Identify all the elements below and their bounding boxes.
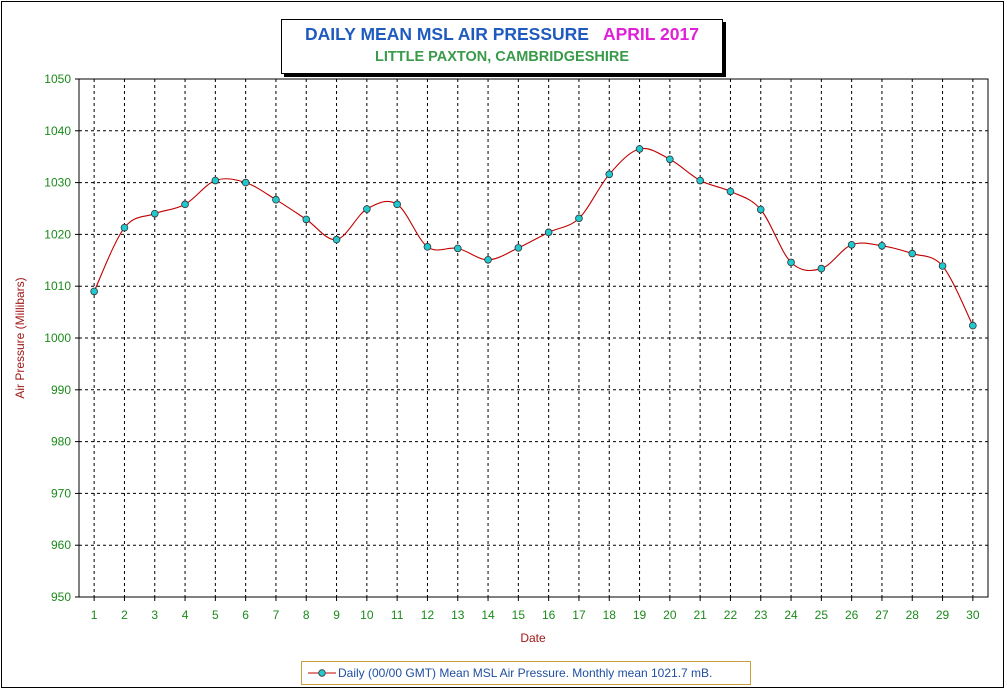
data-point xyxy=(211,176,220,185)
x-tick-label: 8 xyxy=(303,608,310,622)
data-point xyxy=(181,200,189,209)
data-point xyxy=(241,178,250,187)
grid-lines xyxy=(79,79,988,597)
chart-title: DAILY MEAN MSL AIR PRESSURE xyxy=(305,24,589,44)
x-tick-label: 23 xyxy=(754,608,768,622)
chart-subtitle: LITTLE PAXTON, CAMBRIDGESHIRE xyxy=(374,49,630,65)
x-tick-label: 22 xyxy=(724,608,738,622)
series-line xyxy=(93,147,974,326)
y-tick-label: 950 xyxy=(51,590,71,604)
y-tick-label: 1020 xyxy=(44,227,71,241)
y-tick-label: 1050 xyxy=(44,72,71,86)
data-point xyxy=(666,155,674,164)
y-tick-label: 960 xyxy=(51,538,71,552)
x-tick-label: 5 xyxy=(212,608,219,622)
legend-symbol-icon xyxy=(308,669,336,677)
chart-title-line: DAILY MEAN MSL AIR PRESSURE APRIL 2017 xyxy=(282,24,722,45)
data-point xyxy=(575,214,583,223)
y-tick-label: 1030 xyxy=(44,176,71,190)
x-tick-label: 12 xyxy=(421,608,435,622)
y-tick-label: 1040 xyxy=(44,124,71,138)
x-tick-label: 2 xyxy=(121,608,128,622)
data-point xyxy=(878,241,886,250)
data-point xyxy=(817,264,826,273)
x-tick-label: 18 xyxy=(603,608,617,622)
x-axis-label: Date xyxy=(520,631,546,645)
x-tick-label: 14 xyxy=(481,608,495,622)
data-point xyxy=(787,258,795,267)
data-point xyxy=(90,287,98,296)
data-point xyxy=(302,215,311,224)
y-tick-label: 1010 xyxy=(44,279,71,293)
x-tick-label: 30 xyxy=(966,608,980,622)
chart-title-period: APRIL 2017 xyxy=(602,24,699,44)
x-tick-label: 20 xyxy=(663,608,677,622)
data-point xyxy=(908,249,917,258)
data-point xyxy=(423,243,432,251)
x-tick-label: 11 xyxy=(391,608,404,622)
y-axis-label: Air Pressure (Millibars) xyxy=(13,277,27,398)
x-tick-label: 28 xyxy=(906,608,920,622)
chart-title-box: DAILY MEAN MSL AIR PRESSURE APRIL 2017 LI… xyxy=(281,19,723,74)
data-point xyxy=(332,235,341,244)
x-tick-label: 3 xyxy=(151,608,158,622)
x-tick-label: 27 xyxy=(875,608,889,622)
x-tick-label: 24 xyxy=(784,608,798,622)
x-tick-label: 26 xyxy=(845,608,859,622)
data-point xyxy=(756,205,765,214)
x-tick-label: 21 xyxy=(693,608,707,622)
data-point xyxy=(726,187,735,196)
data-point xyxy=(453,244,462,253)
x-tick-labels: 1 2 3 4 5 6 7 8 9 10 11 12 13 14 15 16 17 18 19 20 21 22 23 24 2… xyxy=(91,597,980,622)
data-point xyxy=(484,255,492,264)
data-point xyxy=(938,262,947,270)
data-point xyxy=(120,223,129,232)
legend-label: Daily (00/00 GMT) Mean MSL Air Pressure.… xyxy=(338,666,713,680)
data-point xyxy=(635,145,644,153)
y-tick-label: 990 xyxy=(51,383,71,397)
x-tick-label: 17 xyxy=(572,608,586,622)
data-point xyxy=(544,228,553,237)
x-tick-label: 7 xyxy=(273,608,280,622)
y-tick-label: 1000 xyxy=(44,331,71,345)
y-tick-label: 970 xyxy=(51,486,71,500)
x-tick-label: 9 xyxy=(333,608,340,622)
y-tick-label: 980 xyxy=(51,435,71,449)
x-tick-label: 15 xyxy=(512,608,526,622)
x-tick-label: 19 xyxy=(633,608,647,622)
legend: Daily (00/00 GMT) Mean MSL Air Pressure.… xyxy=(301,661,751,685)
x-tick-label: 16 xyxy=(542,608,556,622)
data-point xyxy=(847,240,856,249)
data-point xyxy=(272,195,280,204)
x-tick-label: 29 xyxy=(936,608,950,622)
series-markers xyxy=(90,145,977,330)
x-tick-label: 13 xyxy=(451,608,465,622)
x-tick-label: 1 xyxy=(91,608,98,622)
data-point xyxy=(605,170,614,179)
data-point xyxy=(393,200,401,209)
x-tick-label: 4 xyxy=(182,608,189,622)
data-point xyxy=(969,321,977,330)
x-tick-label: 25 xyxy=(815,608,829,622)
x-tick-label: 6 xyxy=(242,608,249,622)
data-point xyxy=(150,209,159,218)
y-tick-labels: 950 960 970 980 990 1000 1010 1020 1030 1040 1050 xyxy=(44,72,79,604)
data-point xyxy=(514,244,523,252)
x-tick-label: 10 xyxy=(360,608,374,622)
data-point xyxy=(363,205,371,213)
data-point xyxy=(696,176,704,185)
